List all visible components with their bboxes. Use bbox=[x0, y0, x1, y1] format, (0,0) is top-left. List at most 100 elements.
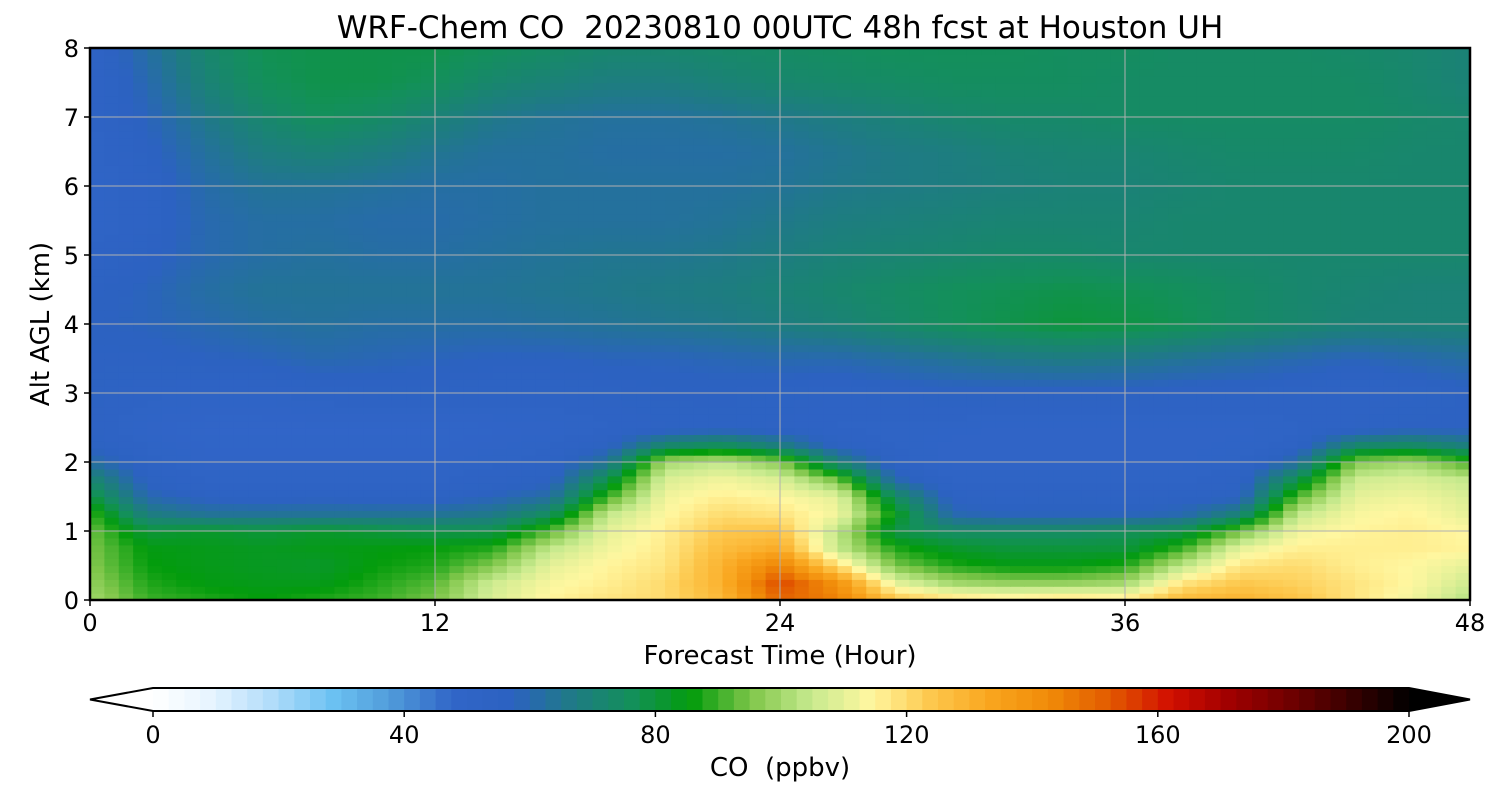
heatmap-cell bbox=[406, 524, 422, 532]
heatmap-cell bbox=[665, 468, 680, 477]
heatmap-cell bbox=[276, 475, 292, 484]
heatmap-cell bbox=[895, 593, 910, 600]
heatmap-cell bbox=[1053, 393, 1069, 401]
heatmap-cell bbox=[1240, 524, 1255, 532]
heatmap-cell bbox=[780, 406, 795, 415]
heatmap-cell bbox=[938, 406, 954, 415]
heatmap-cell bbox=[1297, 475, 1313, 484]
heatmap-cell bbox=[1225, 406, 1241, 415]
heatmap-cell bbox=[1355, 441, 1370, 449]
heatmap-cell bbox=[1326, 317, 1342, 325]
heatmap-cell bbox=[794, 468, 810, 477]
heatmap-cell bbox=[550, 455, 565, 463]
heatmap-cell bbox=[593, 544, 609, 553]
heatmap-cell bbox=[363, 275, 379, 284]
heatmap-cell bbox=[1326, 261, 1342, 270]
heatmap-cell bbox=[276, 558, 292, 567]
heatmap-cell bbox=[1153, 579, 1169, 587]
heatmap-cell bbox=[406, 565, 422, 573]
heatmap-cell bbox=[837, 406, 853, 415]
heatmap-cell bbox=[1038, 365, 1054, 373]
heatmap-cell bbox=[248, 365, 264, 373]
heatmap-cell bbox=[1010, 330, 1025, 339]
heatmap-cell bbox=[262, 427, 278, 435]
heatmap-cell bbox=[1211, 572, 1227, 580]
heatmap-cell bbox=[679, 558, 695, 567]
heatmap-cell bbox=[636, 496, 652, 504]
heatmap-cell bbox=[693, 475, 709, 484]
heatmap-cell bbox=[420, 351, 436, 360]
heatmap-cell bbox=[262, 303, 278, 311]
heatmap-cell bbox=[837, 330, 853, 339]
heatmap-cell bbox=[463, 289, 479, 297]
heatmap-cell bbox=[1412, 586, 1428, 594]
heatmap-cell bbox=[564, 434, 580, 442]
heatmap-cell bbox=[219, 455, 235, 463]
heatmap-cell bbox=[1311, 544, 1327, 553]
heatmap-cell bbox=[334, 462, 350, 470]
heatmap-cell bbox=[1297, 434, 1313, 442]
heatmap-cell bbox=[276, 434, 292, 442]
heatmap-cell bbox=[1096, 558, 1112, 567]
heatmap-cell bbox=[1340, 427, 1356, 435]
heatmap-cell bbox=[1297, 524, 1313, 532]
heatmap-cell bbox=[1139, 275, 1155, 284]
heatmap-cell bbox=[219, 434, 235, 442]
heatmap-cell bbox=[1369, 379, 1385, 387]
heatmap-cell bbox=[794, 441, 810, 449]
heatmap-cell bbox=[1053, 406, 1069, 415]
heatmap-cell bbox=[478, 434, 494, 442]
heatmap-cell bbox=[780, 496, 795, 504]
heatmap-cell bbox=[1153, 358, 1169, 366]
heatmap-cell bbox=[420, 413, 436, 422]
heatmap-cell bbox=[880, 351, 896, 360]
heatmap-cell bbox=[1311, 427, 1327, 435]
heatmap-cell bbox=[176, 524, 192, 532]
heatmap-cell bbox=[693, 296, 709, 304]
heatmap-cell bbox=[995, 441, 1011, 449]
heatmap-cell bbox=[1038, 358, 1054, 366]
heatmap-cell bbox=[736, 241, 752, 249]
heatmap-cell bbox=[1211, 337, 1227, 346]
heatmap-cell bbox=[449, 517, 465, 525]
heatmap-cell bbox=[1383, 496, 1399, 504]
heatmap-cell bbox=[262, 420, 278, 429]
heatmap-cell bbox=[981, 455, 997, 463]
heatmap-cell bbox=[1369, 558, 1385, 567]
heatmap-cell bbox=[233, 241, 249, 249]
heatmap-cell bbox=[1024, 503, 1040, 511]
heatmap-cell bbox=[492, 303, 508, 311]
heatmap-cell bbox=[1455, 489, 1470, 498]
heatmap-cell bbox=[118, 317, 134, 325]
heatmap-cell bbox=[190, 379, 206, 387]
heatmap-cell bbox=[205, 579, 220, 587]
heatmap-cell bbox=[1168, 268, 1184, 277]
heatmap-cell bbox=[435, 551, 450, 560]
heatmap-cell bbox=[765, 406, 781, 415]
heatmap-cell bbox=[161, 572, 177, 580]
heatmap-cell bbox=[765, 427, 781, 435]
heatmap-cell bbox=[966, 289, 982, 297]
heatmap-cell bbox=[909, 579, 925, 587]
heatmap-cell bbox=[391, 310, 407, 318]
heatmap-cell bbox=[161, 510, 177, 518]
heatmap-cell bbox=[305, 296, 321, 304]
heatmap-cell bbox=[1326, 289, 1342, 297]
heatmap-cell bbox=[578, 303, 594, 311]
heatmap-cell bbox=[1053, 496, 1069, 504]
heatmap-cell bbox=[952, 399, 968, 408]
heatmap-cell bbox=[1383, 531, 1399, 539]
heatmap-cell bbox=[1081, 317, 1097, 325]
heatmap-cell bbox=[736, 462, 752, 470]
heatmap-cell bbox=[607, 255, 623, 263]
heatmap-cell bbox=[176, 310, 192, 318]
heatmap-cell bbox=[665, 303, 680, 311]
heatmap-cell bbox=[248, 310, 264, 318]
heatmap-cell bbox=[923, 448, 939, 456]
heatmap-cell bbox=[435, 441, 450, 449]
heatmap-cell bbox=[1168, 503, 1184, 511]
heatmap-cell bbox=[1254, 468, 1270, 477]
heatmap-cell bbox=[564, 413, 580, 422]
heatmap-cell bbox=[276, 531, 292, 539]
heatmap-cell bbox=[1412, 358, 1428, 366]
